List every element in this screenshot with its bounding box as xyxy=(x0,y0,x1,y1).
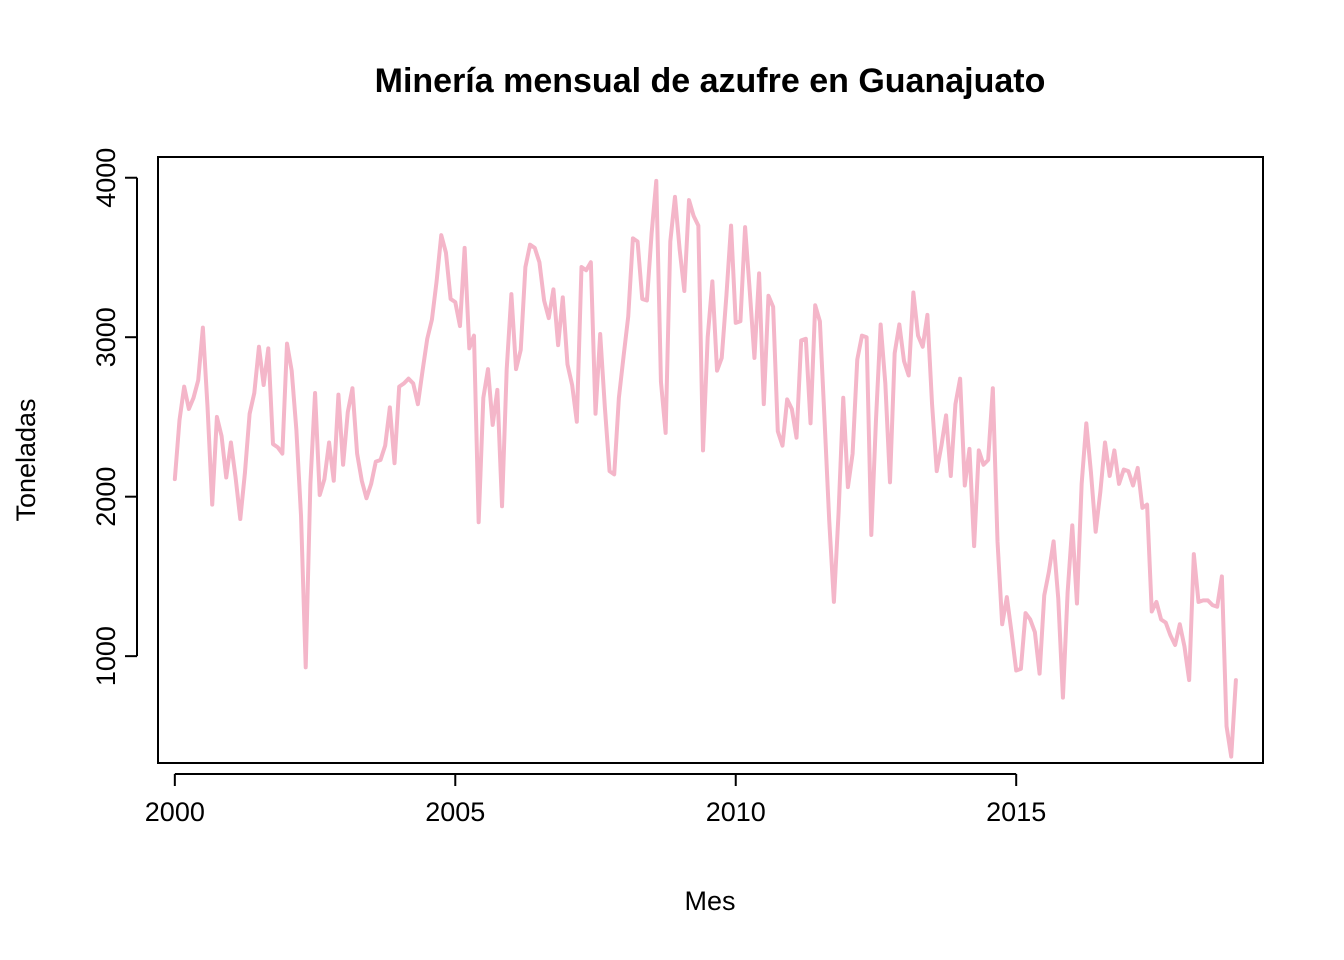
x-tick-label: 2005 xyxy=(425,797,485,827)
x-tick-label: 2015 xyxy=(986,797,1046,827)
x-axis: 2000 2005 2010 2015 xyxy=(145,773,1046,827)
y-tick-label: 4000 xyxy=(91,148,121,208)
plot-frame xyxy=(157,156,1264,764)
x-axis-label: Mes xyxy=(684,886,735,916)
x-tick-label: 2010 xyxy=(706,797,766,827)
y-axis: 1000 2000 3000 4000 xyxy=(91,148,138,686)
x-tick-label: 2000 xyxy=(145,797,205,827)
y-axis-label: Toneladas xyxy=(11,398,41,521)
series-line xyxy=(172,178,1238,759)
y-tick-label: 3000 xyxy=(91,307,121,367)
chart-title: Minería mensual de azufre en Guanajuato xyxy=(375,62,1046,100)
y-tick-label: 2000 xyxy=(91,467,121,527)
y-tick-label: 1000 xyxy=(91,626,121,686)
